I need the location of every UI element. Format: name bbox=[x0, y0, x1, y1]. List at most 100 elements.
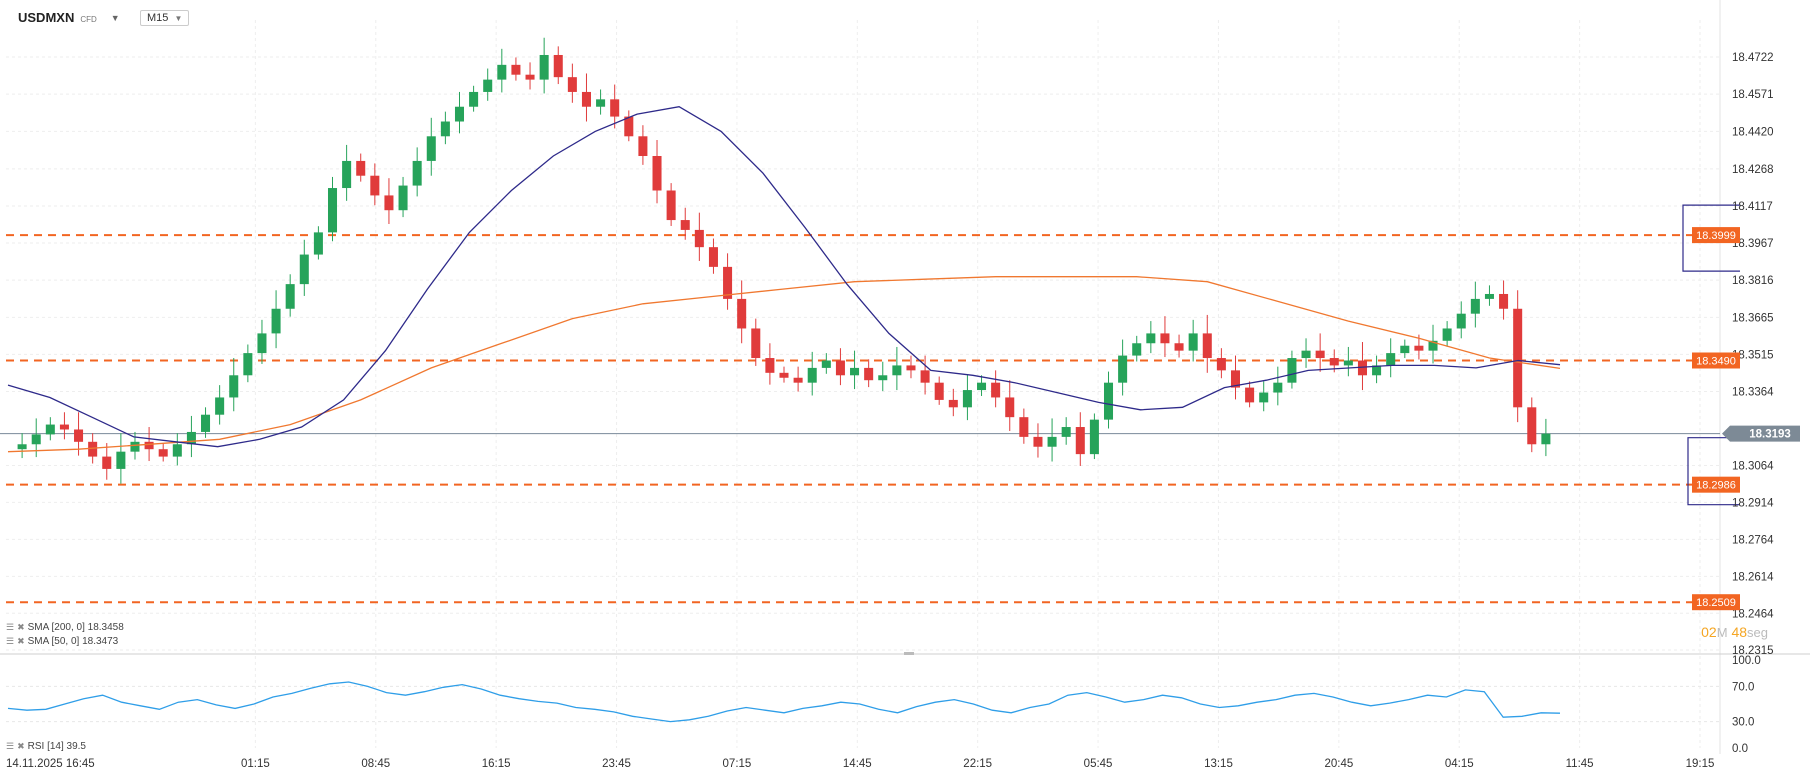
countdown-minutes: 02 bbox=[1701, 624, 1717, 640]
candle-body bbox=[779, 372, 789, 378]
candle-body bbox=[1442, 328, 1452, 341]
current-price-label: 18.3193 bbox=[1749, 429, 1791, 441]
level-price-tag bbox=[1692, 594, 1740, 611]
candle-body bbox=[539, 54, 549, 80]
candle-body bbox=[1400, 345, 1410, 354]
countdown-seconds-unit: seg bbox=[1747, 625, 1768, 640]
time-tick-label: 20:45 bbox=[1324, 758, 1353, 770]
settings-icon[interactable]: ☰ bbox=[6, 622, 15, 632]
close-icon[interactable]: ✖ bbox=[17, 741, 25, 751]
rsi-tick-label: 0.0 bbox=[1732, 743, 1748, 755]
rsi-tick-label: 30.0 bbox=[1732, 717, 1754, 729]
rsi-tick-label: 100.0 bbox=[1732, 655, 1761, 667]
price-tick-label: 18.3967 bbox=[1732, 238, 1774, 250]
candle-body bbox=[1259, 392, 1269, 403]
candle-body bbox=[807, 367, 817, 383]
candle-body bbox=[130, 441, 140, 452]
chevron-down-icon: ▼ bbox=[174, 14, 183, 23]
symbol-name[interactable]: USDMXN bbox=[18, 10, 75, 25]
timeframe-select[interactable]: M15 ▼ bbox=[140, 10, 190, 26]
candle-body bbox=[821, 360, 831, 368]
candle-body bbox=[850, 367, 860, 376]
candle-body bbox=[934, 382, 944, 400]
candle-body bbox=[1047, 436, 1057, 447]
time-tick-label: 14.11.2025 16:45 bbox=[6, 758, 95, 770]
candlesticks bbox=[17, 37, 1551, 484]
candle-body bbox=[1329, 358, 1339, 366]
candle-body bbox=[1174, 343, 1184, 351]
close-icon[interactable]: ✖ bbox=[17, 636, 25, 646]
candle-body bbox=[638, 136, 648, 157]
candle-body bbox=[426, 136, 436, 161]
sma50-label: SMA [50, 0] 18.3473 bbox=[27, 636, 119, 647]
time-tick-label: 19:15 bbox=[1686, 758, 1715, 770]
candle-body bbox=[483, 79, 493, 92]
candle-body bbox=[1033, 436, 1043, 447]
support-resistance-levels[interactable] bbox=[0, 204, 1740, 604]
sma200-label: SMA [200, 0] 18.3458 bbox=[27, 622, 124, 633]
level-price-label: 18.3999 bbox=[1696, 230, 1736, 242]
candle-body bbox=[991, 382, 1001, 398]
candle-body bbox=[835, 360, 845, 376]
candle-body bbox=[497, 64, 507, 80]
candle-body bbox=[511, 64, 521, 75]
current-price-tag bbox=[1722, 425, 1800, 442]
candle-body bbox=[102, 456, 112, 469]
sma50-legend[interactable]: ☰ ✖ SMA [50, 0] 18.3473 bbox=[6, 636, 118, 647]
time-tick-label: 01:15 bbox=[241, 758, 270, 770]
price-tick-label: 18.4268 bbox=[1732, 164, 1774, 176]
candle-body bbox=[1103, 382, 1114, 420]
candle-body bbox=[652, 156, 662, 191]
candle-body bbox=[610, 99, 620, 117]
level-price-label: 18.2509 bbox=[1696, 597, 1736, 609]
candle-body bbox=[1075, 427, 1085, 455]
time-axis: 14.11.2025 16:45 01:15 08:45 16:15 23:45 07:1… bbox=[6, 758, 1714, 770]
candle-body bbox=[694, 229, 704, 248]
sma200-legend[interactable]: ☰ ✖ SMA [200, 0] 18.3458 bbox=[6, 622, 124, 633]
rsi-legend[interactable]: ☰ ✖ RSI [14] 39.5 bbox=[6, 741, 86, 752]
candle-body bbox=[454, 106, 465, 122]
candle-body bbox=[624, 116, 634, 137]
price-tick-label: 18.3064 bbox=[1732, 460, 1774, 472]
candle-body bbox=[1527, 407, 1537, 445]
price-tick-label: 18.2914 bbox=[1732, 497, 1774, 509]
close-icon[interactable]: ✖ bbox=[17, 622, 25, 632]
candle-body bbox=[1541, 433, 1551, 445]
candle-body bbox=[751, 328, 761, 359]
candle-body bbox=[17, 444, 27, 450]
candle-body bbox=[285, 284, 295, 309]
settings-icon[interactable]: ☰ bbox=[6, 741, 15, 751]
candle-body bbox=[243, 353, 253, 376]
candle-body bbox=[1513, 308, 1523, 408]
candle-body bbox=[1005, 397, 1015, 418]
candle-body bbox=[144, 441, 154, 450]
price-tick-label: 18.4571 bbox=[1732, 89, 1774, 101]
price-tick-label: 18.2614 bbox=[1732, 571, 1774, 583]
candle-body bbox=[878, 375, 888, 381]
candle-body bbox=[229, 375, 239, 398]
candle-body bbox=[1019, 417, 1029, 437]
time-tick-label: 07:15 bbox=[723, 758, 752, 770]
chevron-down-icon[interactable]: ▼ bbox=[110, 12, 120, 23]
price-tags: 18.3999 18.3490 18.2986 18.2509 18.3193 bbox=[1692, 227, 1800, 611]
candle-body bbox=[1484, 293, 1494, 299]
candle-body bbox=[920, 370, 930, 383]
rsi-pane: 100.0 70.0 30.0 0.0 bbox=[6, 655, 1761, 755]
candle-body bbox=[440, 121, 450, 137]
candle-body bbox=[977, 382, 987, 391]
price-tick-label: 18.3364 bbox=[1732, 387, 1774, 399]
settings-icon[interactable]: ☰ bbox=[6, 636, 15, 646]
price-tick-label: 18.2764 bbox=[1732, 534, 1774, 546]
instrument-class: CFD bbox=[80, 14, 97, 24]
candle-body bbox=[31, 434, 41, 445]
candle-body bbox=[1230, 370, 1241, 388]
candle-body bbox=[201, 414, 211, 432]
time-tick-label: 08:45 bbox=[361, 758, 390, 770]
candle-body bbox=[765, 358, 775, 373]
candle-body bbox=[1160, 333, 1170, 344]
grid-lines bbox=[6, 0, 1721, 754]
candle-body bbox=[567, 77, 577, 92]
pane-divider[interactable] bbox=[0, 652, 1810, 655]
candle-body bbox=[892, 365, 902, 376]
